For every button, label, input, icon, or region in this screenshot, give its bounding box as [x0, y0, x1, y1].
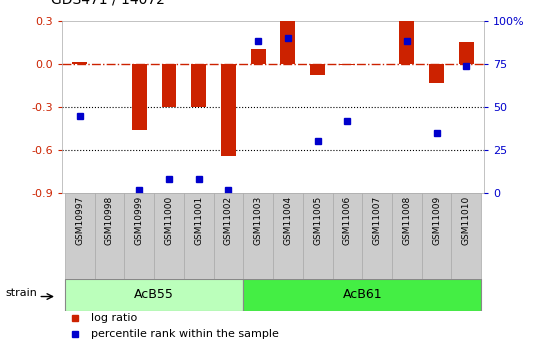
Bar	[340, 64, 355, 65]
Text: GSM11001: GSM11001	[194, 196, 203, 245]
Bar	[161, 64, 176, 107]
Text: GSM11000: GSM11000	[165, 196, 173, 245]
Text: GSM11005: GSM11005	[313, 196, 322, 245]
Text: GSM10999: GSM10999	[134, 196, 144, 245]
Bar	[221, 64, 236, 156]
FancyBboxPatch shape	[95, 193, 124, 279]
FancyBboxPatch shape	[184, 193, 214, 279]
FancyBboxPatch shape	[243, 193, 273, 279]
FancyBboxPatch shape	[214, 193, 243, 279]
FancyBboxPatch shape	[65, 193, 95, 279]
Bar	[310, 64, 325, 75]
FancyBboxPatch shape	[392, 193, 422, 279]
Text: GSM11010: GSM11010	[462, 196, 471, 245]
Bar	[191, 64, 206, 107]
FancyBboxPatch shape	[154, 193, 184, 279]
Bar	[72, 62, 87, 64]
Text: GSM11002: GSM11002	[224, 196, 233, 245]
Text: percentile rank within the sample: percentile rank within the sample	[91, 329, 279, 339]
Bar	[429, 64, 444, 82]
Text: GSM11003: GSM11003	[253, 196, 263, 245]
FancyBboxPatch shape	[422, 193, 451, 279]
Text: GSM11008: GSM11008	[402, 196, 412, 245]
Bar	[459, 42, 474, 64]
Text: GSM10997: GSM10997	[75, 196, 84, 245]
FancyBboxPatch shape	[243, 279, 481, 311]
Text: GSM11006: GSM11006	[343, 196, 352, 245]
Text: AcB55: AcB55	[134, 288, 174, 302]
Bar	[251, 49, 266, 64]
FancyBboxPatch shape	[124, 193, 154, 279]
Text: GSM11004: GSM11004	[284, 196, 293, 245]
FancyBboxPatch shape	[303, 193, 332, 279]
Text: GDS471 / 14072: GDS471 / 14072	[51, 0, 165, 7]
Text: log ratio: log ratio	[91, 313, 138, 323]
Text: GSM11009: GSM11009	[432, 196, 441, 245]
Bar	[132, 64, 147, 130]
Text: AcB61: AcB61	[343, 288, 382, 302]
Text: strain: strain	[5, 288, 37, 298]
FancyBboxPatch shape	[362, 193, 392, 279]
Bar	[399, 21, 414, 64]
FancyBboxPatch shape	[273, 193, 303, 279]
Text: GSM11007: GSM11007	[373, 196, 381, 245]
Text: GSM10998: GSM10998	[105, 196, 114, 245]
FancyBboxPatch shape	[332, 193, 362, 279]
FancyBboxPatch shape	[65, 279, 243, 311]
Bar	[280, 21, 295, 64]
FancyBboxPatch shape	[451, 193, 481, 279]
